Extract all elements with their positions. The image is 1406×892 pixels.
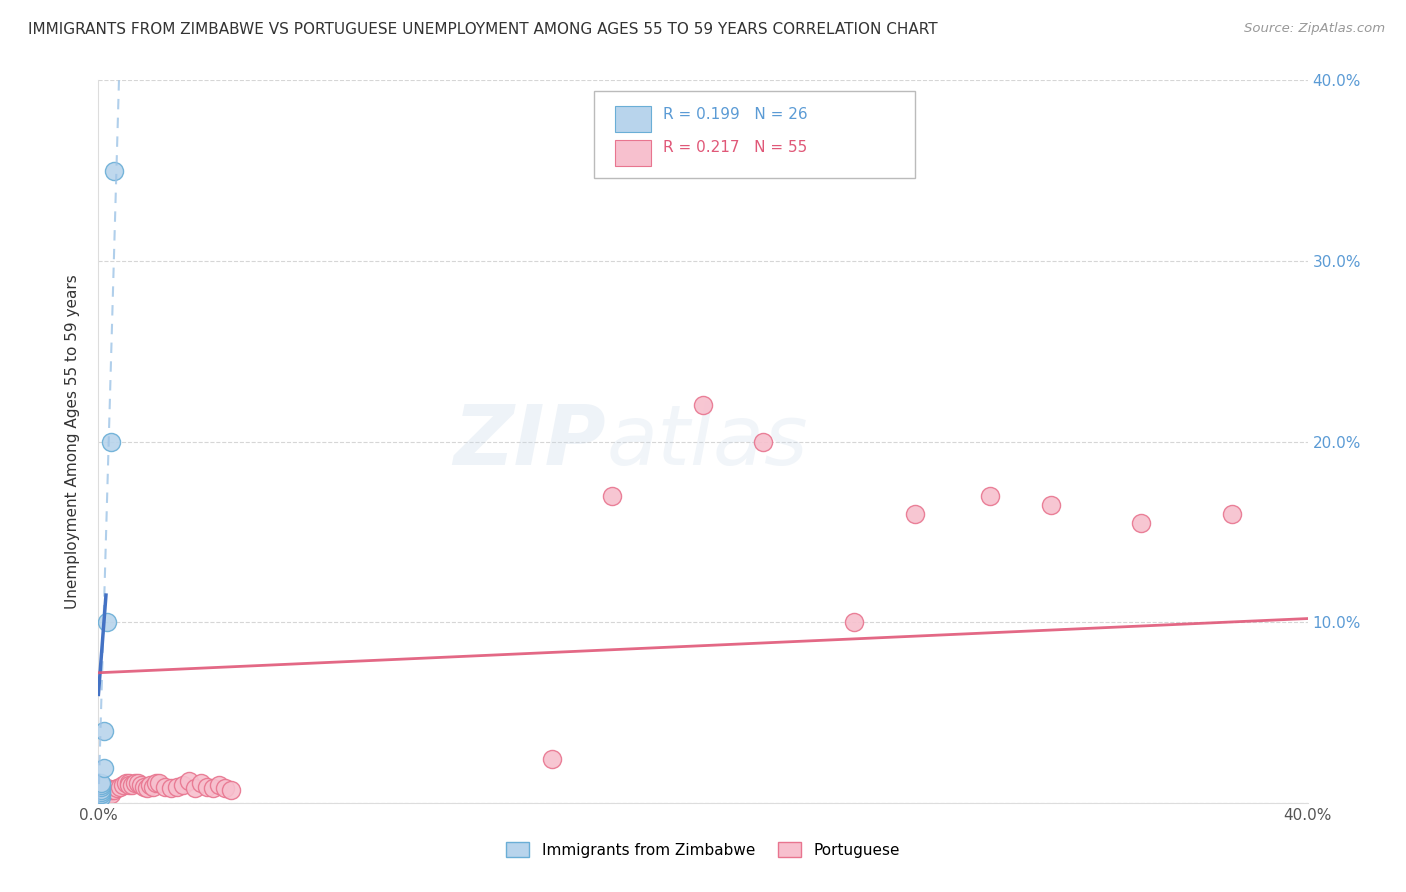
Point: [124, 776, 146, 790]
Point: [121, 778, 143, 792]
Point: [139, 778, 162, 792]
Point: [202, 781, 225, 796]
Point: [118, 776, 141, 790]
Point: [90, 790, 112, 805]
Point: [100, 434, 122, 449]
Text: IMMIGRANTS FROM ZIMBABWE VS PORTUGUESE UNEMPLOYMENT AMONG AGES 55 TO 59 YEARS CO: IMMIGRANTS FROM ZIMBABWE VS PORTUGUESE U…: [28, 22, 938, 37]
Point: [87, 787, 110, 801]
Point: [1130, 516, 1153, 530]
Text: atlas: atlas: [606, 401, 808, 482]
Point: [103, 163, 125, 178]
Point: [752, 434, 775, 449]
Point: [844, 615, 866, 630]
Point: [195, 780, 218, 794]
Point: [87, 787, 110, 801]
Point: [90, 776, 112, 790]
Point: [87, 796, 110, 810]
Point: [179, 774, 201, 789]
Point: [96, 781, 118, 796]
Bar: [614, 139, 651, 166]
Point: [87, 789, 110, 803]
Point: [90, 783, 112, 797]
Point: [87, 790, 110, 805]
Point: [87, 785, 110, 799]
Point: [184, 781, 207, 796]
Y-axis label: Unemployment Among Ages 55 to 59 years: Unemployment Among Ages 55 to 59 years: [65, 274, 80, 609]
Point: [90, 783, 112, 797]
Point: [87, 796, 110, 810]
Point: [118, 778, 141, 792]
Point: [93, 789, 115, 803]
Text: ZIP: ZIP: [454, 401, 606, 482]
Point: [160, 781, 183, 796]
Point: [127, 776, 149, 790]
Point: [87, 794, 110, 808]
Point: [87, 796, 110, 810]
Point: [87, 790, 110, 805]
Point: [166, 780, 188, 794]
Point: [96, 785, 118, 799]
FancyBboxPatch shape: [595, 91, 915, 178]
Point: [93, 723, 115, 738]
Text: R = 0.199   N = 26: R = 0.199 N = 26: [664, 107, 807, 122]
Bar: [614, 106, 651, 132]
Point: [190, 776, 212, 790]
Point: [90, 790, 112, 805]
Point: [93, 785, 115, 799]
Point: [87, 780, 110, 794]
Point: [96, 615, 118, 630]
Point: [90, 787, 112, 801]
Point: [90, 785, 112, 799]
Point: [214, 781, 236, 796]
Text: Source: ZipAtlas.com: Source: ZipAtlas.com: [1244, 22, 1385, 36]
Point: [142, 780, 165, 794]
Point: [129, 778, 152, 792]
Point: [132, 780, 155, 794]
Point: [87, 796, 110, 810]
Point: [148, 776, 170, 790]
Point: [90, 787, 112, 801]
Point: [93, 790, 115, 805]
Point: [103, 783, 125, 797]
Point: [692, 398, 714, 412]
Point: [153, 780, 176, 794]
Point: [105, 781, 128, 796]
Point: [208, 778, 231, 792]
Point: [540, 752, 562, 766]
Point: [904, 507, 927, 521]
Point: [90, 780, 112, 794]
Point: [87, 783, 110, 797]
Point: [172, 778, 194, 792]
Point: [87, 792, 110, 806]
Point: [93, 781, 115, 796]
Legend: Immigrants from Zimbabwe, Portuguese: Immigrants from Zimbabwe, Portuguese: [501, 836, 905, 863]
Point: [114, 776, 136, 790]
Point: [108, 780, 131, 794]
Point: [87, 794, 110, 808]
Point: [979, 489, 1001, 503]
Point: [87, 781, 110, 796]
Point: [1039, 498, 1062, 512]
Point: [100, 787, 122, 801]
Point: [1220, 507, 1243, 521]
Point: [87, 792, 110, 806]
Point: [145, 776, 167, 790]
Point: [100, 783, 122, 797]
Point: [87, 794, 110, 808]
Point: [90, 778, 112, 792]
Point: [96, 787, 118, 801]
Point: [93, 762, 115, 776]
Point: [602, 489, 624, 503]
Point: [111, 778, 134, 792]
Text: R = 0.217   N = 55: R = 0.217 N = 55: [664, 139, 807, 154]
Point: [221, 783, 243, 797]
Point: [135, 781, 157, 796]
